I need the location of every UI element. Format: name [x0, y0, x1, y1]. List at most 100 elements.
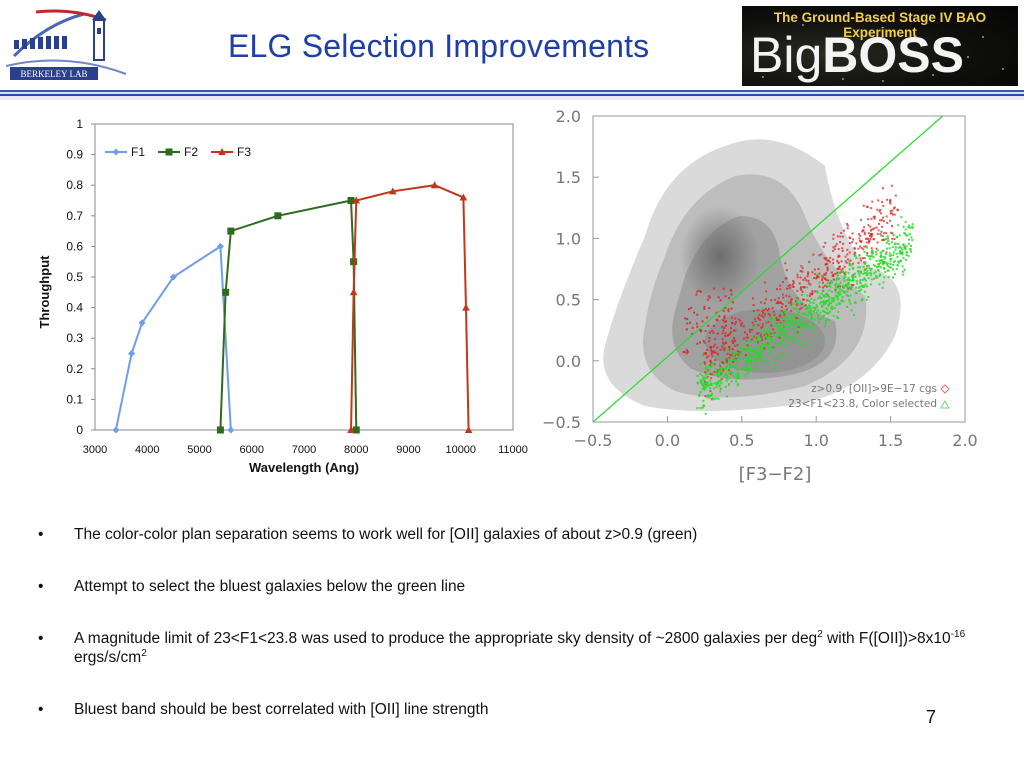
scatter-point	[765, 335, 768, 338]
scatter-point	[809, 307, 812, 310]
scatter-point	[758, 317, 761, 320]
scatter-point	[790, 309, 793, 312]
scatter-point	[712, 331, 715, 334]
scatter-point	[711, 373, 714, 376]
y-tick-label: 1	[76, 117, 83, 131]
scatter-point	[886, 269, 889, 272]
scatter-point	[874, 276, 877, 279]
scatter-point	[833, 307, 836, 310]
scatter-point	[884, 261, 887, 264]
scatter-point	[696, 325, 699, 328]
superscript: -16	[950, 628, 966, 640]
scatter-point	[719, 390, 722, 393]
x-tick-label: 6000	[240, 444, 264, 456]
scatter-point	[766, 331, 769, 334]
scatter-point	[710, 364, 713, 367]
scatter-point	[856, 269, 859, 272]
scatter-point	[769, 329, 772, 332]
scatter-point	[704, 380, 707, 383]
scatter-point	[732, 336, 735, 339]
scatter-point	[755, 341, 758, 344]
scatter-point	[879, 266, 882, 269]
scatter-point	[877, 269, 880, 272]
scatter-point	[727, 369, 730, 372]
scatter-point	[802, 312, 805, 315]
scatter-point	[737, 383, 740, 386]
scatter-point	[903, 245, 906, 248]
scatter-point	[786, 287, 789, 290]
x-tick-label: 9000	[396, 444, 420, 456]
scatter-point	[858, 254, 861, 257]
scatter-point	[772, 321, 775, 324]
scatter-point	[722, 309, 725, 312]
scatter-point	[847, 281, 850, 284]
scatter-point	[732, 353, 735, 356]
scatter-point	[751, 359, 754, 362]
scatter-point	[723, 317, 726, 320]
scatter-point	[717, 372, 720, 375]
scatter-point	[695, 322, 698, 325]
scatter-point	[824, 263, 827, 266]
scatter-point	[822, 300, 825, 303]
scatter-point	[871, 200, 874, 203]
y-tick-label: 0.5	[556, 291, 581, 310]
scatter-point	[770, 320, 773, 323]
scatter-point	[755, 350, 758, 353]
scatter-point	[789, 301, 792, 304]
scatter-point	[832, 274, 835, 277]
scatter-point	[861, 298, 864, 301]
scatter-point	[811, 325, 814, 328]
scatter-point	[777, 318, 780, 321]
scatter-point	[686, 322, 689, 325]
scatter-point	[733, 339, 736, 342]
scatter-point	[857, 247, 860, 250]
scatter-point	[759, 331, 762, 334]
scatter-point	[768, 336, 771, 339]
scatter-point	[708, 307, 711, 310]
scatter-point	[776, 335, 779, 338]
scatter-point	[724, 324, 727, 327]
scatter-point	[859, 272, 862, 275]
scatter-point	[870, 247, 873, 250]
scatter-point	[754, 359, 757, 362]
scatter-point	[849, 294, 852, 297]
scatter-point	[763, 302, 766, 305]
scatter-point	[745, 336, 748, 339]
scatter-point	[907, 238, 910, 241]
scatter-point	[859, 282, 862, 285]
scatter-point	[801, 267, 804, 270]
scatter-point	[719, 348, 722, 351]
scatter-point	[788, 295, 791, 298]
scatter-point	[735, 380, 738, 383]
scatter-point	[846, 224, 849, 227]
scatter-point	[868, 272, 871, 275]
scatter-point	[825, 295, 828, 298]
scatter-point	[789, 313, 792, 316]
scatter-point	[851, 241, 854, 244]
scatter-point	[834, 245, 837, 248]
scatter-point	[699, 390, 702, 393]
scatter-point	[832, 237, 835, 240]
scatter-point	[882, 255, 885, 258]
scatter-point	[706, 298, 709, 301]
scatter-point	[721, 367, 724, 370]
scatter-point	[804, 313, 807, 316]
scatter-point	[784, 325, 787, 328]
scatter-point	[832, 246, 835, 249]
scatter-point	[791, 336, 794, 339]
wavelength-axis-label: Wavelength (Ang)	[249, 460, 359, 475]
scatter-point	[835, 243, 838, 246]
scatter-point	[852, 279, 855, 282]
scatter-point	[771, 332, 774, 335]
scatter-point	[745, 368, 748, 371]
scatter-point	[798, 332, 801, 335]
scatter-point	[724, 348, 727, 351]
scatter-point	[748, 352, 751, 355]
scatter-point	[818, 334, 821, 337]
scatter-point	[740, 350, 743, 353]
scatter-point	[835, 277, 838, 280]
scatter-point	[749, 341, 752, 344]
scatter-point	[867, 240, 870, 243]
scatter-point	[696, 342, 699, 345]
scatter-point	[816, 275, 819, 278]
